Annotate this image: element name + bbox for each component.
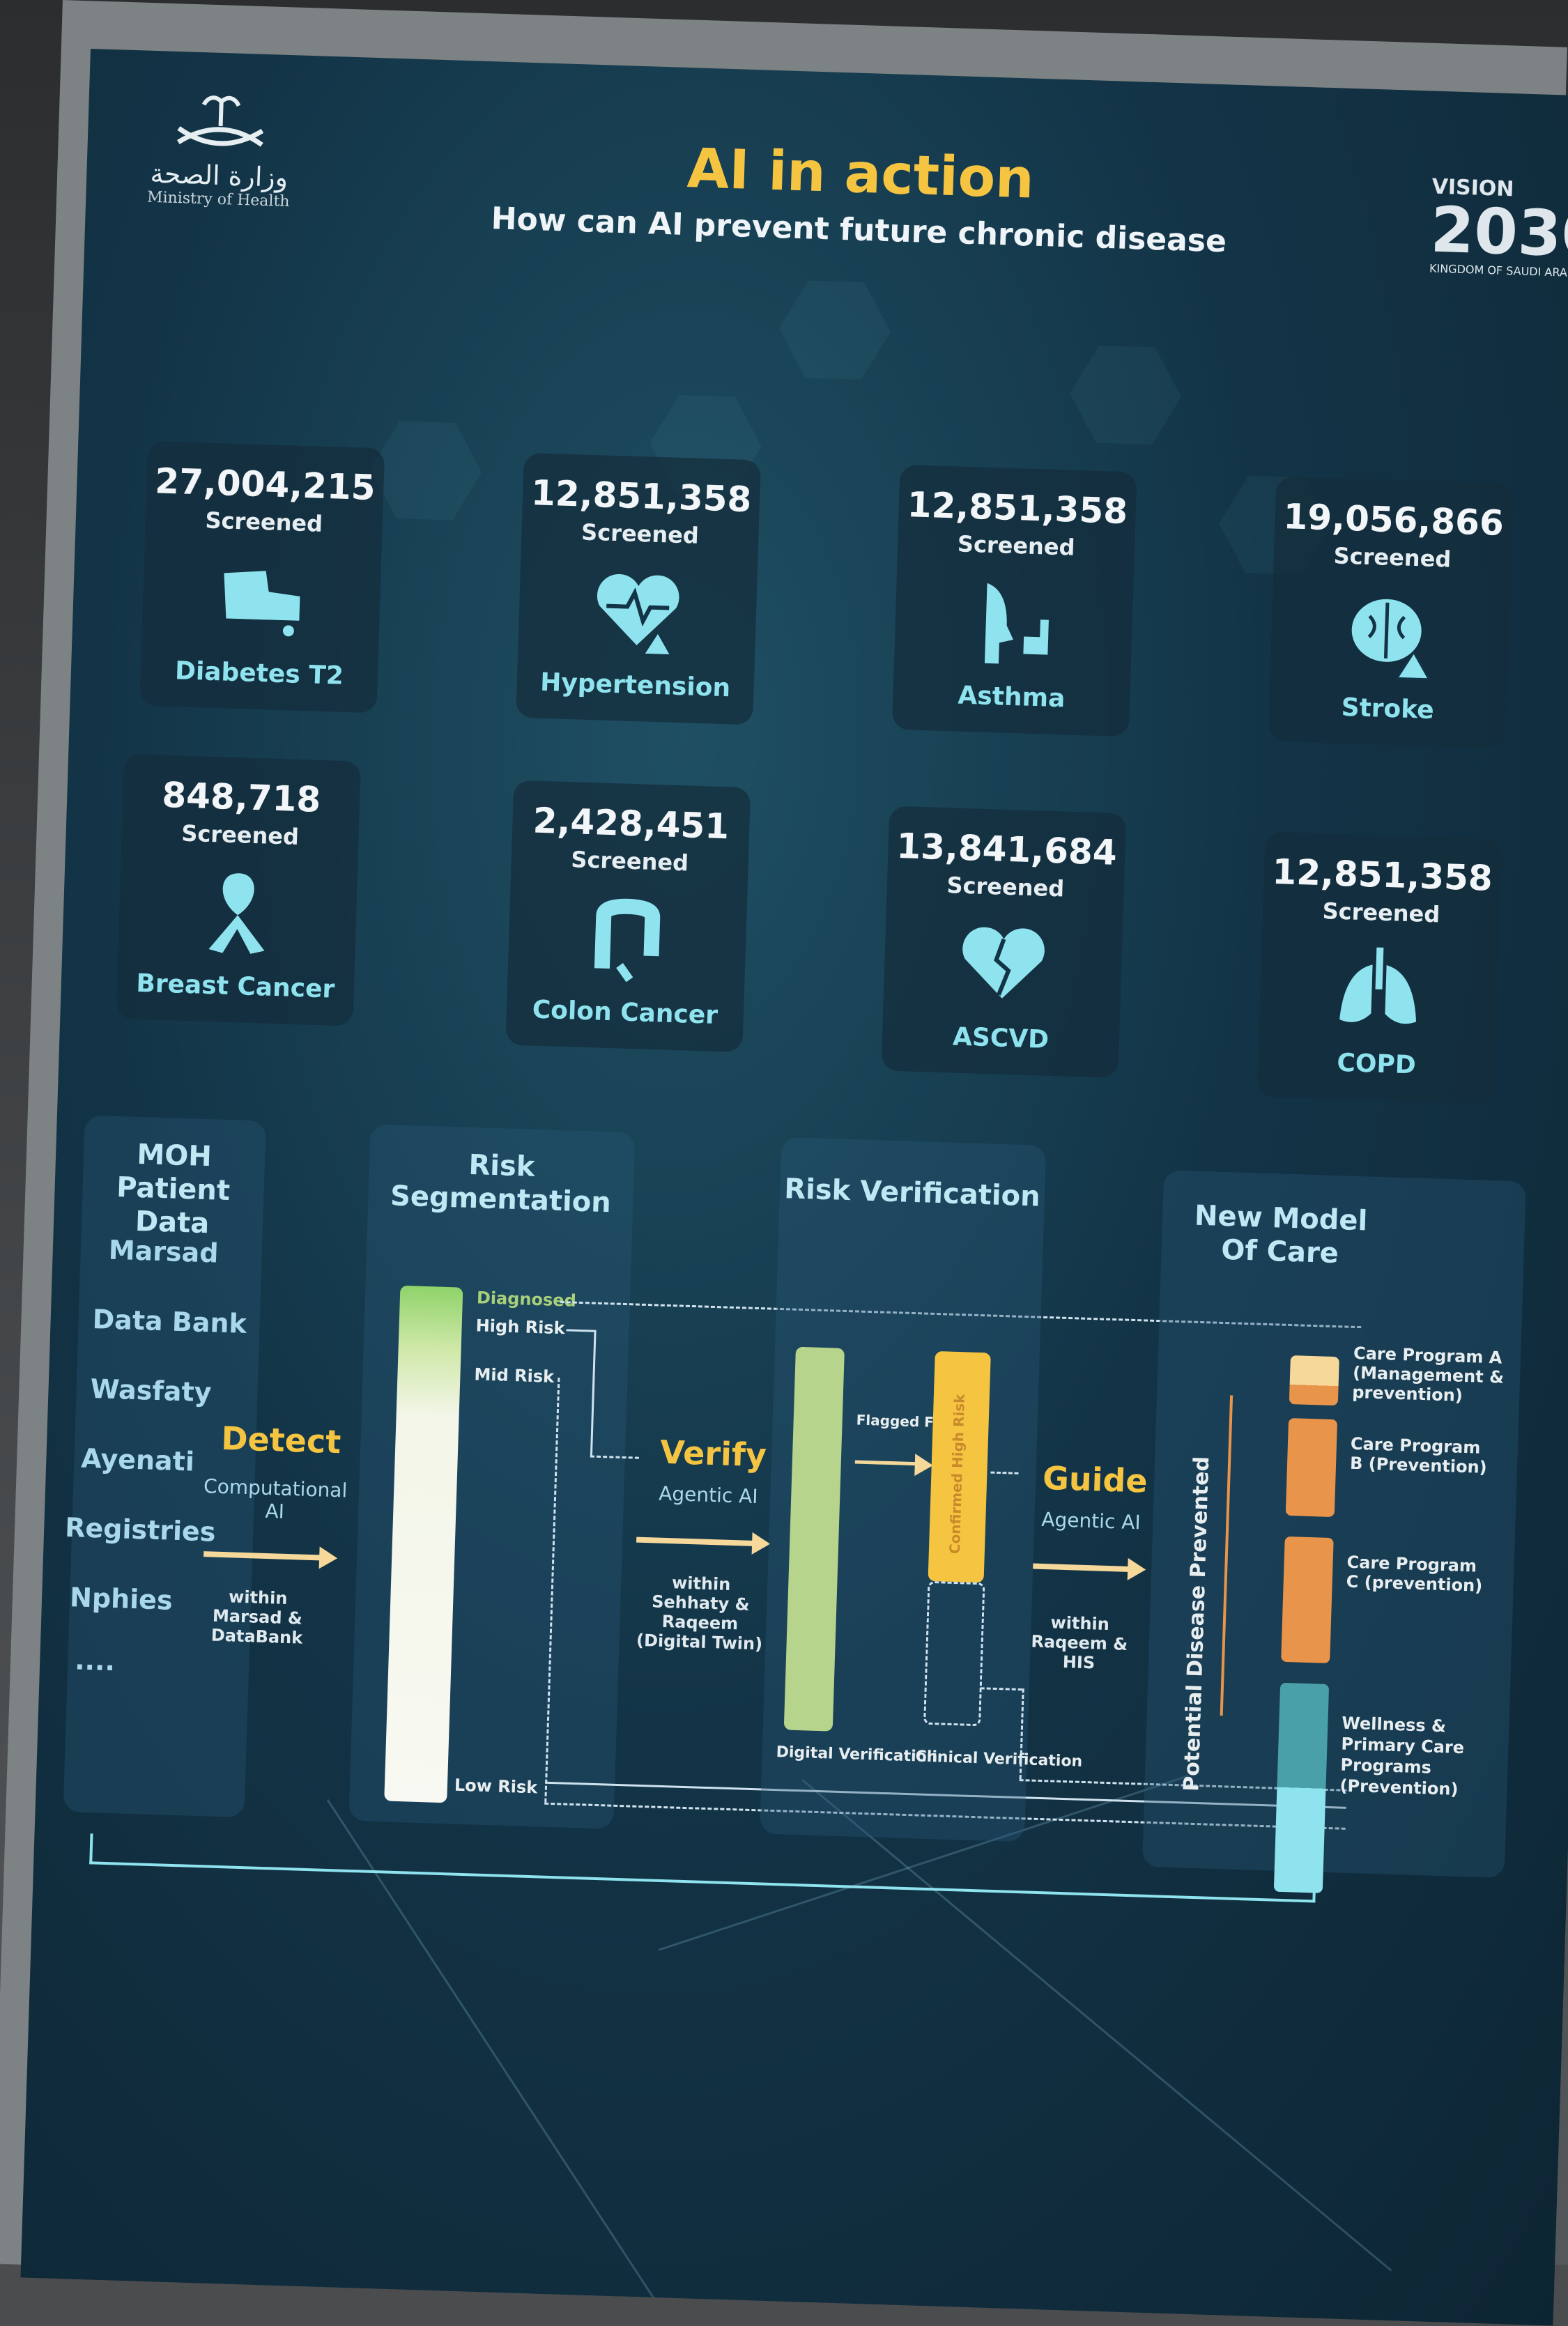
guide-subtitle: Agentic AI [1040, 1507, 1142, 1534]
card-screened: Screened [1333, 542, 1452, 573]
decor-hexagon [778, 279, 892, 380]
wellness-programs-label: Wellness & Primary Care Programs (Preven… [1339, 1713, 1465, 1799]
card-screened: Screened [570, 846, 689, 877]
vision-year: 2030 [1429, 193, 1568, 272]
card-value: 13,841,684 [896, 825, 1118, 873]
detect-subtitle: Computational AI [203, 1474, 348, 1523]
card-label: Stroke [1341, 693, 1435, 725]
guide-title: Guide [1042, 1458, 1148, 1500]
detect-note: within Marsad & DataBank [210, 1587, 303, 1648]
feedback-loop-line [89, 1833, 93, 1865]
diagnosed-label: Diagnosed [476, 1288, 577, 1311]
card-screened: Screened [180, 819, 300, 850]
source-ayenati: Ayenati [80, 1442, 195, 1477]
card-label: Diabetes T2 [174, 656, 344, 691]
moh-logo: وزارة الصحة Ministry of Health [141, 92, 298, 210]
care-program-b-block [1285, 1417, 1338, 1518]
card-screened: Screened [946, 872, 1065, 902]
wellness-programs-block [1273, 1682, 1330, 1893]
new-model-of-care-title: New Model Of Care [1194, 1199, 1368, 1270]
verify-subtitle: Agentic AI [658, 1481, 759, 1509]
source-more: .... [74, 1645, 116, 1677]
card-label: Colon Cancer [532, 995, 718, 1030]
care-program-c-block [1281, 1536, 1334, 1663]
card-value: 19,056,866 [1282, 496, 1505, 544]
stat-card-diabetes: 27,004,215 Screened Diabetes T2 [139, 440, 385, 714]
lungs-inhaler-icon [984, 583, 1049, 664]
high-risk-label: High Risk [475, 1316, 565, 1339]
stat-card-ascvd: 13,841,684 Screened ASCVD [881, 806, 1127, 1079]
guide-note: within Raqeem & HIS [1031, 1612, 1128, 1673]
mid-risk-label: Mid Risk [474, 1364, 555, 1387]
card-value: 27,004,215 [154, 461, 376, 509]
lungs-icon [1339, 947, 1417, 1024]
source-wasfaty: Wasfaty [89, 1373, 213, 1408]
ribbon-icon [208, 873, 265, 954]
brain-warning-icon [1351, 599, 1431, 681]
card-value: 12,851,358 [1271, 851, 1493, 899]
moh-data-title: MOH Patient Data [116, 1138, 231, 1240]
decor-hexagon [369, 420, 483, 521]
broken-heart-icon [962, 927, 1045, 999]
care-program-b-label: Care Program B (Prevention) [1349, 1433, 1488, 1477]
source-marsad: Marsad [108, 1234, 220, 1269]
card-label: ASCVD [952, 1022, 1050, 1054]
card-value: 848,718 [161, 774, 322, 820]
card-label: Asthma [957, 681, 1066, 714]
palm-swords-icon [177, 95, 264, 147]
foot-icon [224, 571, 300, 637]
verify-note: within Sehhaty & Raqeem (Digital Twin) [636, 1573, 763, 1654]
vision-2030-logo: VISION 2030 KINGDOM OF SAUDI ARABIA [1429, 175, 1568, 281]
stat-card-asthma: 12,851,358 Screened Asthma [891, 464, 1137, 737]
stat-card-hypertension: 12,851,358 Screened Hypertension [516, 452, 761, 725]
card-screened: Screened [581, 518, 700, 549]
source-data-bank: Data Bank [92, 1303, 247, 1339]
card-label: Hypertension [539, 668, 731, 703]
card-label: Breast Cancer [135, 969, 335, 1004]
moh-arabic-name: وزارة الصحة [149, 157, 289, 193]
stat-card-colon-cancer: 2,428,451 Screened Colon Cancer [505, 780, 751, 1053]
feedback-loop-line [1312, 1886, 1316, 1903]
decor-hexagon [1068, 344, 1183, 445]
source-registries: Registries [64, 1511, 217, 1548]
clinical-verification-box [923, 1580, 985, 1727]
card-screened: Screened [1322, 898, 1440, 928]
stat-card-stroke: 19,056,866 Screened Stroke [1268, 476, 1514, 749]
care-program-a-block [1289, 1355, 1339, 1406]
risk-segmentation-title: Risk Segmentation [390, 1148, 612, 1219]
stat-card-copd: 12,851,358 Screened COPD [1256, 831, 1502, 1104]
care-program-a-label: Care Program A (Management & prevention) [1351, 1343, 1505, 1405]
stat-card-breast-cancer: 848,718 Screened Breast Cancer [116, 754, 362, 1026]
card-screened: Screened [204, 507, 323, 537]
guide-arrow [1033, 1563, 1131, 1572]
colon-icon [594, 898, 661, 983]
display-screen: وزارة الصحة Ministry of Health AI in act… [20, 49, 1568, 2326]
care-program-c-label: Care Program C (prevention) [1346, 1552, 1483, 1596]
detect-title: Detect [220, 1419, 342, 1461]
verify-title: Verify [659, 1433, 767, 1474]
feedback-loop-line [89, 1861, 1316, 1903]
verify-arrow [636, 1536, 755, 1546]
source-nphies: Nphies [69, 1582, 174, 1616]
card-value: 12,851,358 [530, 472, 753, 521]
card-value: 12,851,358 [906, 484, 1128, 532]
card-value: 2,428,451 [532, 800, 730, 847]
heart-warning-icon [597, 573, 679, 657]
card-label: COPD [1336, 1048, 1417, 1080]
low-risk-label: Low Risk [454, 1775, 538, 1798]
card-screened: Screened [957, 530, 1076, 561]
